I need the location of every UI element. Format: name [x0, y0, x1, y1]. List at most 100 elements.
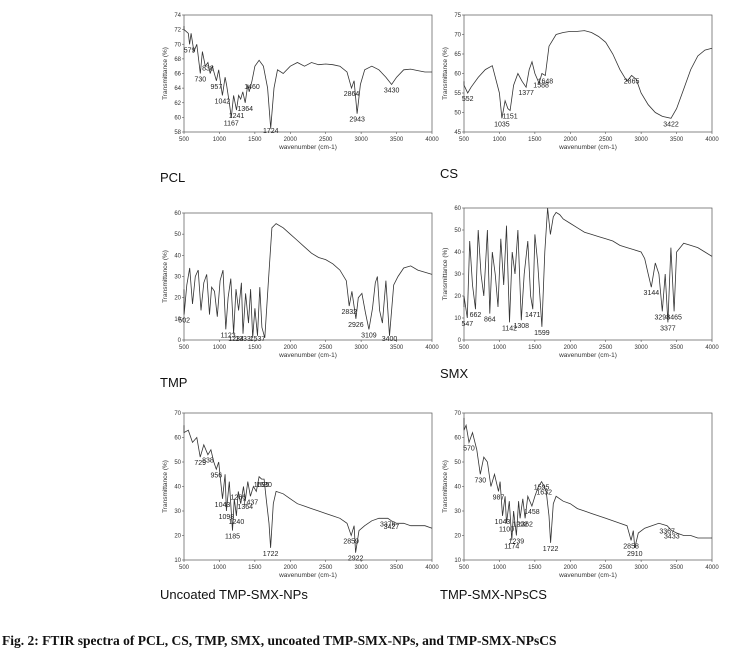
- peak-label: 2910: [627, 551, 643, 558]
- spectrum-plot-smx: 500 1000 1500 2000 2500 3000 3500 4000 0 10 20 30 40…: [442, 206, 719, 359]
- peak-label: 1167: [224, 120, 239, 127]
- spectrum-panel-cs: 500 1000 1500 2000 2500 3000 3500 4000 45 50 55 60 6…: [440, 12, 719, 170]
- peak-label: 3144: [644, 290, 660, 297]
- x-tick-label: 500: [179, 345, 190, 351]
- y-tick-label: 58: [174, 130, 181, 136]
- x-tick-label: 1500: [528, 137, 542, 143]
- peak-label: 3109: [361, 332, 377, 339]
- x-tick-label: 3000: [354, 137, 368, 143]
- panel-label-tmp: TMP: [160, 375, 188, 390]
- spectrum-line-uncoated: [183, 425, 433, 553]
- y-tick-label: 0: [178, 338, 182, 344]
- y-axis-title: Transmittance (%): [442, 248, 449, 301]
- y-tick-label: 62: [174, 101, 181, 107]
- y-tick-label: 20: [454, 294, 461, 300]
- y-tick-label: 70: [454, 33, 461, 39]
- peak-label: 2943: [349, 117, 365, 124]
- spectrum-panel-uncoated: 500 1000 1500 2000 2500 3000 3500 4000 10 20 30 40 5…: [160, 410, 439, 598]
- y-tick-label: 60: [174, 115, 181, 121]
- x-tick-label: 1500: [248, 345, 262, 351]
- x-tick-label: 4000: [425, 565, 439, 571]
- x-tick-label: 500: [179, 137, 190, 143]
- y-tick-label: 10: [454, 558, 461, 564]
- x-tick-label: 2500: [319, 137, 333, 143]
- peak-label: 3367: [659, 529, 675, 536]
- peak-label: 1123: [221, 332, 236, 339]
- peak-label: 1239: [509, 539, 525, 546]
- x-axis-title: wavenumber (cm-1): [558, 572, 617, 579]
- x-tick-label: 2000: [284, 345, 298, 351]
- peak-label: 2832: [341, 309, 357, 316]
- peak-label: 3465: [666, 314, 682, 321]
- y-tick-label: 55: [454, 91, 461, 97]
- peak-label: 1308: [513, 323, 529, 330]
- peak-label: 502: [178, 318, 190, 325]
- spectrum-panel-tmp: 500 1000 1500 2000 2500 3000 3500 4000 0 10 20 30 40…: [160, 210, 439, 378]
- x-tick-label: 2500: [319, 565, 333, 571]
- plot-frame: [183, 14, 433, 133]
- y-tick-label: 20: [174, 534, 181, 540]
- spectrum-plot-pcl: 500 1000 1500 2000 2500 3000 3500 4000 58 60 62 64 6…: [162, 13, 439, 151]
- peak-label: 1437: [243, 499, 259, 506]
- peak-label: 3377: [660, 325, 676, 332]
- peak-label: 864: [484, 317, 496, 324]
- spectrum-panel-coated: 500 1000 1500 2000 2500 3000 3500 4000 10 20 30 40 5…: [440, 410, 719, 598]
- y-tick-label: 10: [174, 558, 181, 564]
- spectrum-plot-tmp: 500 1000 1500 2000 2500 3000 3500 4000 0 10 20 30 40…: [162, 211, 439, 359]
- y-tick-label: 30: [454, 509, 461, 515]
- spectrum-line-cs: [463, 30, 713, 119]
- x-tick-label: 3000: [354, 345, 368, 351]
- x-tick-label: 3000: [634, 345, 648, 351]
- spectrum-line-tmp: [183, 223, 433, 339]
- peak-label: 3400: [382, 336, 398, 343]
- x-tick-label: 3500: [670, 137, 684, 143]
- x-tick-label: 2500: [599, 345, 613, 351]
- spectrum-plot-cs: 500 1000 1500 2000 2500 3000 3500 4000 45 50 55 60 6…: [442, 13, 719, 151]
- y-tick-label: 60: [454, 206, 461, 212]
- peak-label: 2859: [343, 539, 359, 546]
- x-axis-title: wavenumber (cm-1): [278, 144, 337, 151]
- peak-label: 1100: [499, 526, 514, 533]
- peak-label: 1599: [534, 330, 550, 337]
- y-tick-label: 45: [454, 130, 461, 136]
- panel-label-coated: TMP-SMX-NPsCS: [440, 587, 547, 602]
- y-axis-title: Transmittance (%): [162, 460, 169, 513]
- x-axis-title: wavenumber (cm-1): [278, 352, 337, 359]
- y-tick-label: 68: [174, 57, 181, 63]
- peak-label: 1185: [225, 534, 240, 541]
- x-tick-label: 2000: [284, 565, 298, 571]
- peak-label: 1632: [536, 490, 552, 497]
- peak-label: 1035: [494, 121, 510, 128]
- y-tick-label: 20: [174, 296, 181, 302]
- peak-label: 1724: [263, 128, 279, 135]
- x-tick-label: 2500: [599, 137, 613, 143]
- peak-label: 838: [202, 66, 214, 73]
- peak-label: 547: [461, 321, 473, 328]
- y-tick-label: 50: [174, 460, 181, 466]
- peak-label: 2864: [344, 91, 360, 98]
- spectrum-plot-coated: 500 1000 1500 2000 2500 3000 3500 4000 10 20 30 40 5…: [442, 411, 719, 579]
- peak-label: 1266: [230, 494, 246, 501]
- peak-label: 3430: [384, 87, 400, 94]
- x-tick-label: 1500: [248, 565, 262, 571]
- x-tick-label: 500: [179, 565, 190, 571]
- y-tick-label: 30: [174, 509, 181, 515]
- y-tick-label: 0: [458, 338, 462, 344]
- x-tick-label: 1000: [213, 565, 227, 571]
- peak-label: 1722: [263, 551, 279, 558]
- peak-label: 2858: [623, 543, 639, 550]
- peak-label: 957: [211, 84, 223, 91]
- y-tick-label: 60: [174, 211, 181, 217]
- peak-label: 579: [184, 47, 196, 54]
- y-tick-label: 10: [454, 316, 461, 322]
- peak-label: 1471: [525, 312, 541, 319]
- x-tick-label: 3500: [390, 565, 404, 571]
- x-tick-label: 4000: [705, 137, 719, 143]
- peak-label: 1142: [502, 325, 517, 332]
- peak-label: 1595: [534, 485, 550, 492]
- peak-label: 1151: [503, 114, 518, 121]
- peak-label: 552: [462, 96, 474, 103]
- x-tick-label: 500: [459, 345, 470, 351]
- x-tick-label: 3000: [634, 565, 648, 571]
- y-tick-label: 70: [174, 411, 181, 417]
